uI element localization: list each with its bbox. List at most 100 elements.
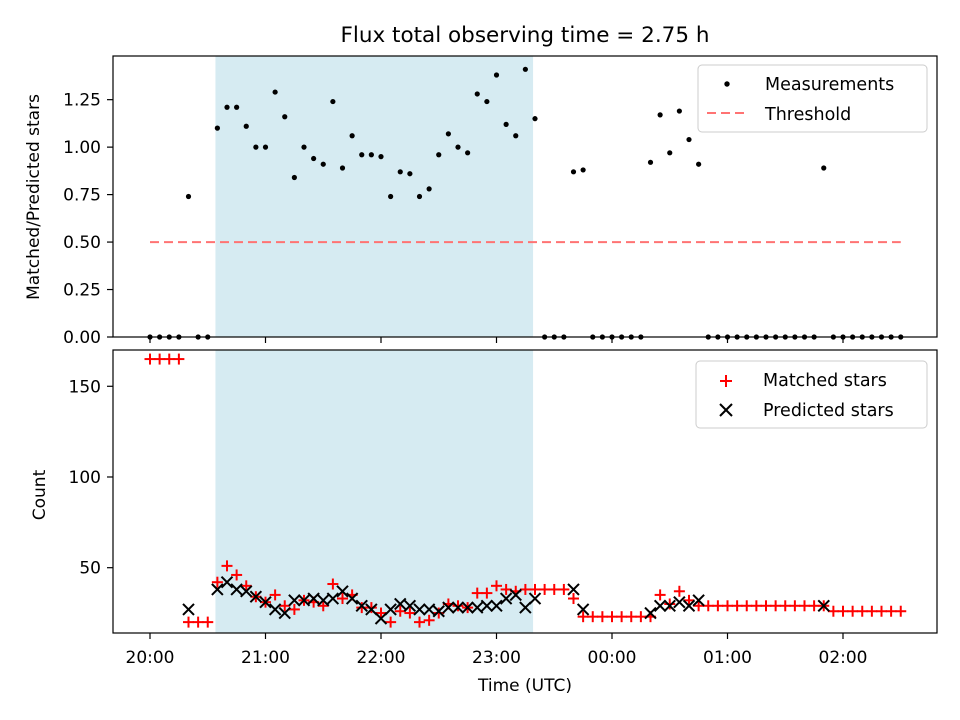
measurement-point (349, 133, 355, 139)
predicted-star-point (384, 603, 397, 616)
measurement-point (474, 91, 480, 97)
matched-star-point (154, 353, 166, 365)
matched-star-point (452, 600, 464, 612)
bottom-y-ticks: 50 100 150 (69, 377, 113, 579)
matched-star-point (693, 600, 705, 612)
matched-star-point (365, 602, 377, 614)
measurement-point (503, 121, 509, 127)
top-y-tick-label: 0.50 (63, 233, 101, 253)
matched-star-point (750, 600, 762, 612)
matched-star-point (433, 607, 445, 619)
measurement-point (339, 165, 346, 171)
matched-star-point (654, 589, 666, 601)
predicted-star-point (644, 606, 657, 620)
predicted-star-points (182, 575, 830, 625)
measurement-point (436, 152, 442, 158)
matched-star-point (760, 600, 772, 612)
measurement-point (570, 169, 577, 175)
predicted-star-point (432, 605, 445, 618)
matched-star-point (240, 580, 252, 592)
bottom-plot-frame (112, 349, 938, 634)
bottom-panel: 50 100 150 20:00 21:00 22:00 23:00 00:00 01:00 0… (30, 349, 938, 696)
measurement-point (657, 112, 663, 118)
measurement-point (696, 161, 702, 167)
measurement-point (465, 150, 471, 156)
matched-star-points (144, 353, 907, 628)
matched-star-point (596, 611, 608, 623)
predicted-star-point (307, 592, 320, 605)
matched-star-point (827, 605, 839, 617)
predicted-star-point (365, 603, 378, 616)
predicted-star-point (499, 592, 513, 605)
matched-star-point (317, 600, 329, 612)
matched-star-point (683, 594, 695, 606)
legend-matched-marker (720, 375, 732, 387)
matched-star-point (568, 593, 579, 605)
matched-star-point (885, 605, 897, 617)
matched-star-point (539, 583, 551, 595)
measurement-point (522, 66, 528, 72)
predicted-star-point (240, 585, 253, 598)
measurement-point (291, 174, 297, 181)
bottom-y-tick-label: 150 (69, 377, 101, 397)
measurement-point (214, 125, 220, 131)
measurement-point (262, 144, 269, 150)
matched-star-point (799, 600, 810, 612)
measurement-point (676, 108, 682, 114)
bottom-y-tick-label: 100 (69, 468, 101, 488)
measurement-point (455, 144, 461, 150)
predicted-star-point (673, 595, 686, 609)
matched-star-point (491, 580, 502, 592)
measurement-point (359, 152, 365, 158)
matched-star-point (770, 600, 782, 612)
measurement-point (388, 193, 394, 200)
matched-star-point (327, 578, 339, 590)
matched-star-point (876, 605, 887, 617)
predicted-star-point (355, 599, 368, 612)
predicted-star-point (326, 592, 340, 605)
measurement-point (484, 98, 490, 105)
matched-star-point (673, 585, 685, 597)
predicted-star-point (278, 606, 291, 620)
top-y-tick-label: 0.75 (63, 186, 101, 206)
measurement-point (416, 193, 423, 200)
predicted-star-point (413, 603, 426, 616)
matched-star-point (731, 600, 743, 612)
predicted-star-point (422, 603, 436, 616)
predicted-star-point (403, 599, 417, 612)
predicted-star-point (576, 603, 590, 616)
measurement-point (378, 154, 384, 160)
measurement-point (647, 159, 654, 165)
predicted-star-point (451, 601, 465, 614)
predicted-star-point (268, 603, 282, 616)
predicted-star-point (374, 612, 388, 625)
legend-predicted-marker (719, 403, 733, 417)
matched-star-point (712, 600, 724, 612)
matched-star-point (211, 576, 223, 588)
matched-star-point (221, 560, 233, 572)
legend-matched-label: Matched stars (763, 371, 887, 391)
matched-star-point (587, 611, 599, 623)
predicted-star-point (288, 594, 301, 607)
predicted-star-point (471, 601, 484, 614)
legend-measurements-label: Measurements (765, 75, 894, 95)
predicted-star-point (211, 583, 224, 596)
top-y-axis-label: Matched/Predicted stars (24, 94, 44, 300)
measurement-point (397, 169, 403, 175)
predicted-star-point (663, 599, 676, 612)
matched-star-point (548, 583, 560, 595)
matched-star-point (144, 353, 156, 365)
matched-star-point (616, 611, 628, 623)
matched-star-point (722, 600, 733, 612)
matched-star-point (529, 583, 541, 595)
matched-star-point (163, 353, 175, 365)
matched-star-point (741, 600, 753, 612)
measurement-point (301, 144, 307, 150)
measurement-point (493, 72, 500, 78)
bottom-shaded-span (215, 350, 534, 633)
matched-star-point (702, 600, 714, 612)
predicted-star-point (480, 599, 494, 612)
matched-star-point (288, 603, 300, 615)
predicted-star-point (230, 583, 243, 596)
matched-star-point (847, 605, 859, 617)
